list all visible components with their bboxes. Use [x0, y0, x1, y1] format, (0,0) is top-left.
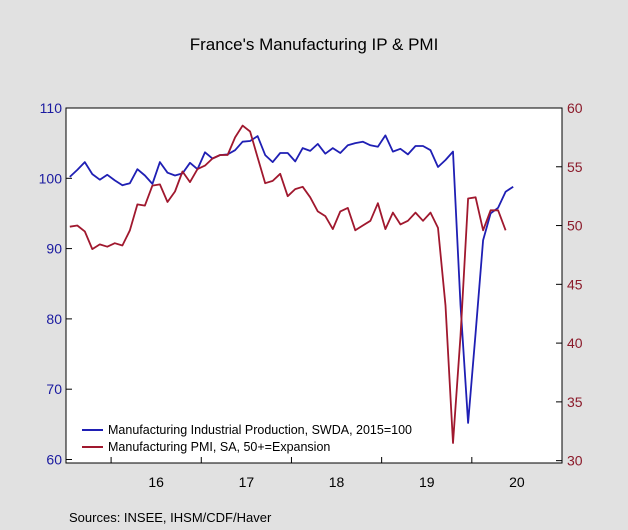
left-tick-label: 60 — [46, 451, 62, 467]
legend: Manufacturing Industrial Production, SWD… — [82, 423, 412, 454]
left-tick-label: 110 — [40, 100, 63, 116]
right-tick-label: 40 — [567, 335, 583, 351]
legend-label-pmi: Manufacturing PMI, SA, 50+=Expansion — [108, 440, 330, 454]
left-tick-label: 80 — [46, 311, 62, 327]
left-tick-label: 70 — [46, 381, 62, 397]
x-tick-label: 18 — [329, 474, 345, 490]
plot-area — [65, 107, 563, 464]
chart-title: France's Manufacturing IP & PMI — [190, 35, 439, 54]
legend-label-ip: Manufacturing Industrial Production, SWD… — [108, 423, 412, 437]
left-y-axis: 60 70 80 90 100 110 — [39, 100, 72, 467]
pmi-series-line — [69, 124, 507, 444]
x-tick-label: 16 — [148, 474, 164, 490]
x-tick-label: 20 — [509, 474, 525, 490]
source-note: Sources: INSEE, IHSM/CDF/Haver — [69, 510, 272, 525]
x-tick-label: 17 — [239, 474, 255, 490]
left-tick-label: 90 — [46, 241, 62, 257]
right-tick-label: 55 — [567, 159, 583, 175]
right-tick-label: 60 — [567, 100, 583, 116]
series-lines — [69, 124, 514, 444]
right-tick-label: 45 — [567, 276, 583, 292]
x-axis-ticks: 16 17 18 19 20 — [110, 457, 525, 490]
right-tick-label: 30 — [567, 453, 583, 469]
x-tick-label: 19 — [419, 474, 435, 490]
ip-series-line — [69, 134, 514, 424]
left-tick-label: 100 — [39, 170, 63, 186]
right-y-axis: 30 35 40 45 50 55 60 — [556, 100, 583, 469]
right-tick-label: 50 — [567, 218, 583, 234]
right-tick-label: 35 — [567, 394, 583, 410]
